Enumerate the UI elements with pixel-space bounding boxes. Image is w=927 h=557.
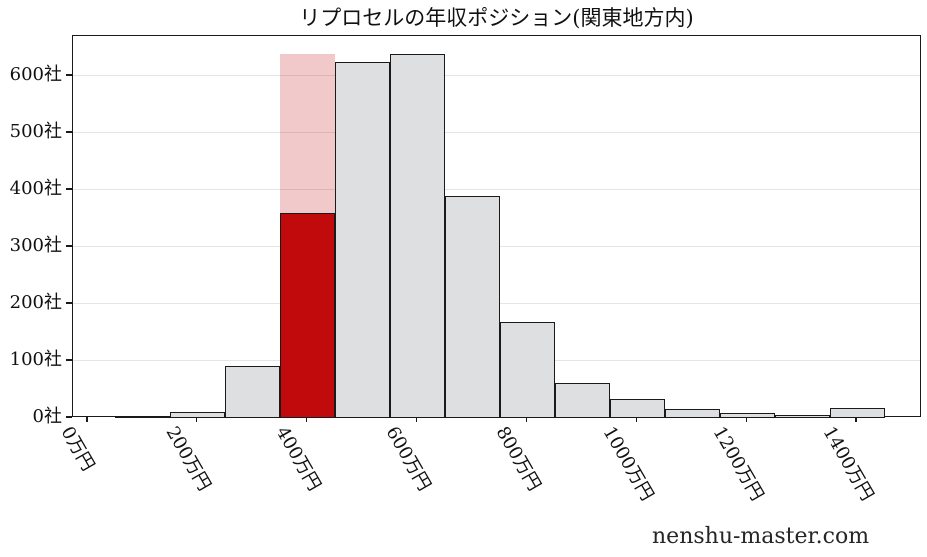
- y-tick-label: 300社: [9, 234, 62, 256]
- x-tick-mark: [635, 417, 638, 422]
- x-tick-mark: [305, 417, 308, 422]
- gridline: [73, 75, 920, 77]
- histogram-bar: [609, 399, 665, 418]
- x-tick-mark: [525, 417, 528, 422]
- histogram-bar: [115, 416, 171, 419]
- histogram-bar: [225, 366, 281, 418]
- y-tick-label: 200社: [9, 291, 62, 313]
- y-tick-label: 400社: [9, 177, 62, 199]
- histogram-bar: [554, 382, 610, 418]
- y-tick-label: 0社: [32, 406, 62, 427]
- histogram-bar: [719, 412, 775, 418]
- y-tick-label: 600社: [9, 63, 62, 85]
- x-tick-label: 800万円: [491, 423, 545, 495]
- y-tick-mark: [66, 245, 72, 247]
- x-tick-mark: [86, 417, 88, 422]
- plot-area: [72, 35, 921, 419]
- y-tick-label: 500社: [9, 120, 62, 142]
- highlight-bar: [280, 212, 336, 418]
- y-tick-mark: [66, 188, 72, 190]
- x-tick-label: 1400万円: [818, 423, 878, 505]
- histogram-bar: [829, 408, 885, 418]
- y-tick-mark: [66, 131, 72, 133]
- histogram-bar: [445, 195, 500, 418]
- histogram-bar: [499, 322, 555, 418]
- x-tick-label: 400万円: [271, 423, 326, 495]
- x-tick-mark: [196, 417, 198, 422]
- x-tick-label: 1000万円: [598, 423, 658, 505]
- histogram-bar: [664, 408, 720, 418]
- x-tick-label: 1200万円: [708, 423, 768, 505]
- y-tick-mark: [66, 359, 72, 361]
- gridline: [73, 132, 920, 134]
- y-tick-label: 100社: [9, 348, 62, 370]
- histogram-bar: [390, 54, 445, 418]
- y-tick-mark: [66, 74, 72, 76]
- x-tick-mark: [745, 417, 747, 422]
- y-tick-mark: [66, 302, 72, 304]
- histogram-bar: [774, 414, 830, 418]
- y-tick-mark: [66, 416, 72, 418]
- x-tick-label: 600万円: [381, 423, 435, 495]
- x-tick-mark: [855, 417, 857, 422]
- histogram-bar: [335, 61, 391, 418]
- x-tick-label: 0万円: [56, 423, 99, 475]
- watermark: nenshu-master.com: [652, 524, 870, 549]
- gridline: [73, 189, 920, 191]
- x-tick-label: 200万円: [161, 423, 216, 495]
- chart-title: リプロセルの年収ポジション(関東地方内): [299, 6, 694, 30]
- x-tick-mark: [415, 417, 418, 422]
- histogram-bar: [170, 411, 226, 418]
